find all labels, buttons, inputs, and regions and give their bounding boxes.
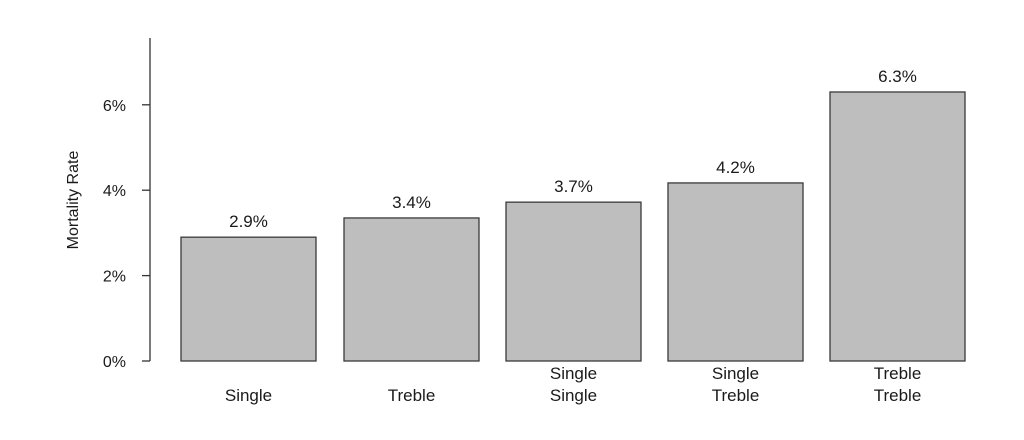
bar-value-label: 3.7% (554, 177, 593, 196)
x-axis-labels: Single Treble Single Single Single Treble Treb… (225, 364, 921, 405)
x-category-label: Treble (874, 364, 922, 383)
bar (343, 217, 480, 362)
y-tick-label: 2% (103, 269, 126, 286)
bar (829, 91, 966, 362)
y-axis: 0% 2% 4% 6% (103, 38, 151, 371)
bar (667, 182, 804, 362)
x-category-label: Single (225, 386, 272, 405)
y-axis-title: Mortality Rate (65, 151, 82, 250)
bar-value-label: 3.4% (392, 193, 431, 212)
x-category-label: Single (550, 364, 597, 383)
x-category-label: Treble (712, 386, 760, 405)
x-category-label: Single (712, 364, 759, 383)
bar-value-label: 6.3% (878, 67, 917, 86)
bar-value-label: 2.9% (229, 212, 268, 231)
y-tick-label: 6% (103, 98, 126, 115)
bar (180, 236, 317, 362)
y-tick-label: 4% (103, 183, 126, 200)
x-category-label: Treble (874, 386, 922, 405)
x-category-label: Single (550, 386, 597, 405)
bar-value-label: 4.2% (716, 158, 755, 177)
bar (505, 201, 642, 362)
bars-group: 2.9% 3.4% 3.7% 4.2% 6.3% (180, 67, 966, 362)
x-category-label: Treble (388, 386, 436, 405)
y-tick-label: 0% (103, 354, 126, 371)
